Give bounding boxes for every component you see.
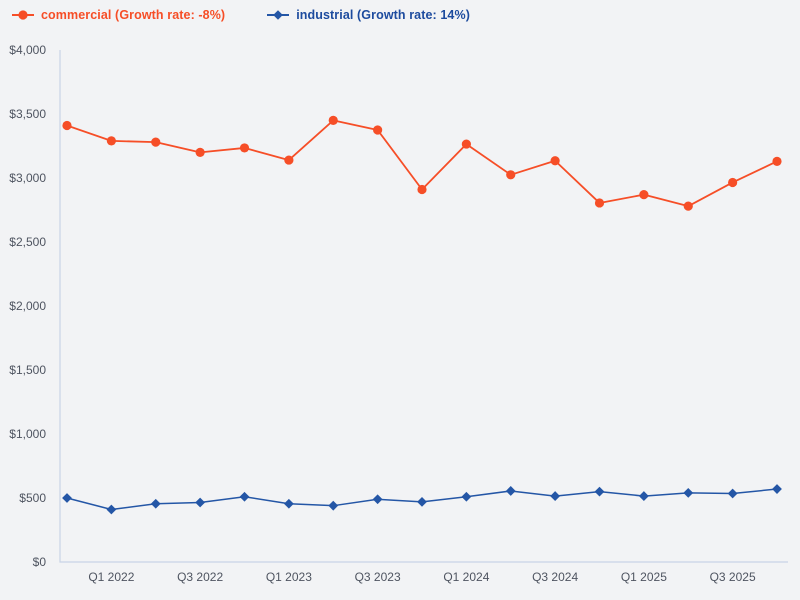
legend-item-industrial[interactable]: industrial (Growth rate: 14%) [267, 8, 470, 22]
svg-text:Q3 2023: Q3 2023 [355, 570, 401, 584]
svg-text:Q3 2025: Q3 2025 [710, 570, 756, 584]
legend-label-commercial: commercial (Growth rate: -8%) [41, 8, 226, 22]
svg-text:Q1 2024: Q1 2024 [443, 570, 489, 584]
svg-text:$3,500: $3,500 [9, 107, 46, 121]
svg-text:Q1 2023: Q1 2023 [266, 570, 312, 584]
svg-text:Q3 2024: Q3 2024 [532, 570, 578, 584]
svg-text:$2,000: $2,000 [9, 299, 46, 313]
svg-text:Q3 2022: Q3 2022 [177, 570, 223, 584]
svg-text:$1,500: $1,500 [9, 363, 46, 377]
svg-text:$1,000: $1,000 [9, 427, 46, 441]
chart-legend: commercial (Growth rate: -8%) industrial… [12, 8, 470, 22]
commercial-line-circle-marker-icon [12, 10, 34, 20]
svg-text:$0: $0 [33, 555, 47, 569]
svg-text:Q1 2025: Q1 2025 [621, 570, 667, 584]
svg-text:$4,000: $4,000 [9, 43, 46, 57]
svg-text:$500: $500 [19, 491, 46, 505]
svg-text:$2,500: $2,500 [9, 235, 46, 249]
svg-text:Q1 2022: Q1 2022 [88, 570, 134, 584]
industrial-line-diamond-marker-icon [267, 10, 290, 20]
legend-item-commercial[interactable]: commercial (Growth rate: -8%) [12, 8, 225, 22]
legend-label-industrial: industrial (Growth rate: 14%) [296, 8, 470, 22]
svg-text:$3,000: $3,000 [9, 171, 46, 185]
